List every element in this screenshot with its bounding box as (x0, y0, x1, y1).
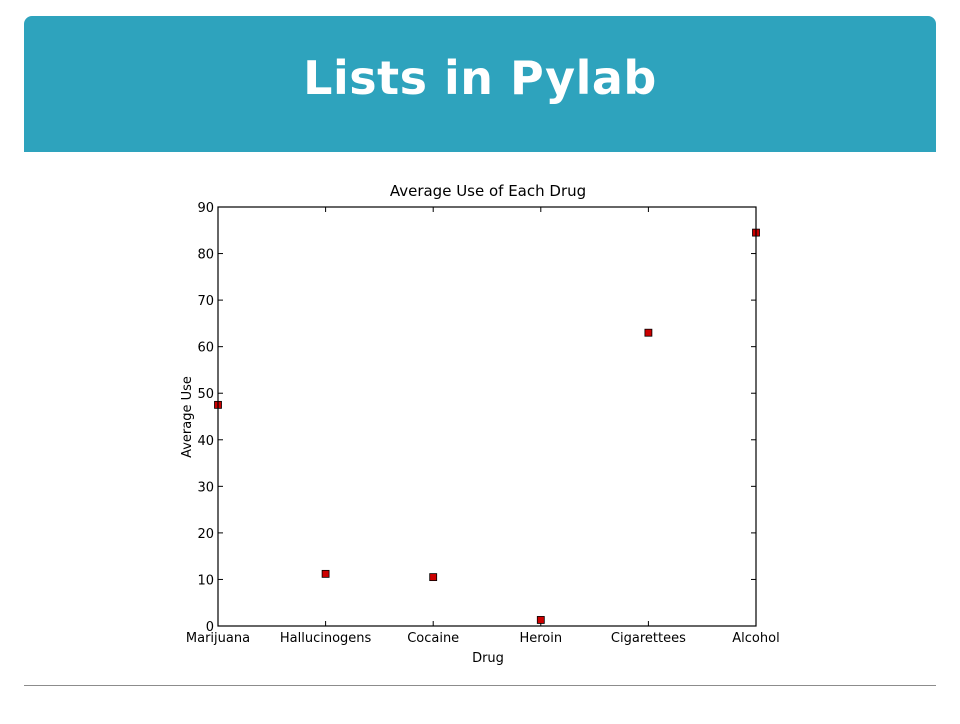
data-point-heroin (536, 616, 545, 624)
y-tick-label: 90 (197, 201, 214, 216)
x-tick-label: Cocaine (407, 631, 459, 646)
y-tick-label: 50 (197, 387, 214, 402)
ticks-layer: 0 10 20 30 40 50 60 70 80 90 Marijuana Hallucinogen… (186, 201, 780, 646)
y-tick-label: 10 (197, 573, 214, 588)
y-axis-label: Average Use (180, 376, 195, 458)
y-tick-label: 60 (197, 341, 214, 356)
title-banner: Lists in Pylab (24, 16, 936, 152)
y-tick-label: 20 (197, 527, 214, 542)
x-tick-label: Cigarettees (611, 631, 686, 646)
x-tick-label: Heroin (519, 631, 562, 646)
x-tick-label: Hallucinogens (280, 631, 372, 646)
footer-divider (24, 685, 936, 686)
x-tick-label: Marijuana (186, 631, 250, 646)
data-point-hallucinogens (321, 569, 330, 578)
slide-title: Lists in Pylab (303, 51, 657, 105)
y-tick-label: 80 (197, 248, 214, 263)
points-layer (214, 228, 760, 624)
y-tick-label: 70 (197, 294, 214, 309)
y-tick-label: 0 (206, 620, 214, 635)
x-axis-label: Drug (472, 651, 504, 666)
data-point-cocaine (429, 573, 438, 582)
chart-title: Average Use of Each Drug (390, 182, 586, 200)
data-point-cigarettees (644, 328, 653, 337)
y-tick-label: 30 (197, 480, 214, 495)
plot-frame (217, 206, 757, 627)
y-tick-label: 40 (197, 434, 214, 449)
x-tick-label: Alcohol (732, 631, 779, 646)
